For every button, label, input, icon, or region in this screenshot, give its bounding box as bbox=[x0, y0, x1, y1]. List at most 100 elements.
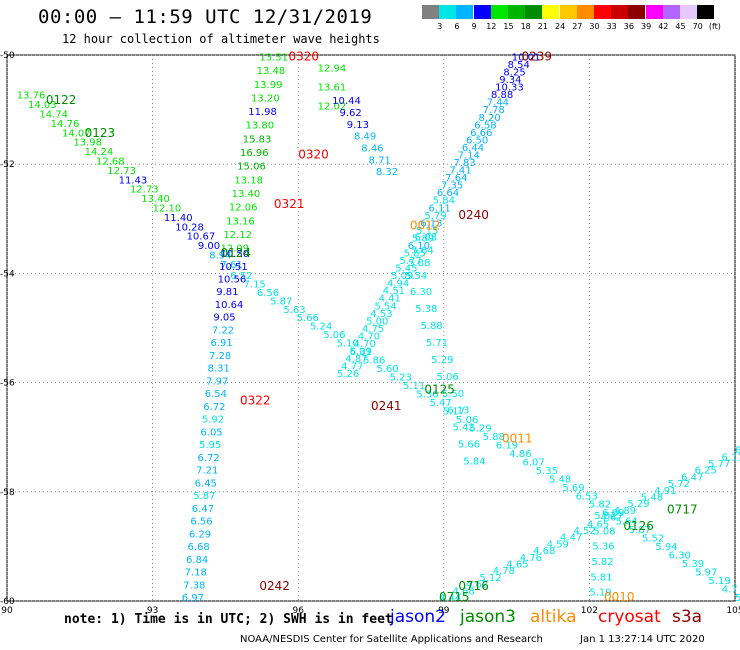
wave-height-value: 8.49 bbox=[354, 132, 376, 143]
wave-height-value: 8.31 bbox=[208, 364, 230, 375]
y-tick-label: -58 bbox=[0, 488, 15, 498]
scale-swatch bbox=[697, 5, 715, 19]
footnote: note: 1) Time is in UTC; 2) SWH is in fe… bbox=[64, 612, 393, 627]
wave-height-value: 8.32 bbox=[376, 167, 398, 178]
scale-label: 12 bbox=[486, 22, 497, 31]
scale-label: 6 bbox=[454, 22, 460, 31]
wave-height-value: 5.08 bbox=[593, 526, 615, 537]
wave-height-value: 13.18 bbox=[234, 175, 263, 186]
wave-height-value: 5.82 bbox=[594, 511, 616, 522]
wave-height-value: 14.76 bbox=[51, 119, 80, 130]
wave-height-value: 13.51 bbox=[259, 52, 288, 63]
wave-height-value: 5.50 bbox=[442, 389, 464, 400]
wave-height-value: 5.29 bbox=[627, 499, 649, 510]
wave-height-value: 11.43 bbox=[119, 175, 148, 186]
x-tick-label: 102 bbox=[581, 606, 598, 616]
x-tick-label: 96 bbox=[292, 606, 304, 616]
y-tick-label: -56 bbox=[0, 379, 15, 389]
wave-height-value: 12.10 bbox=[153, 204, 182, 215]
pass-time-label: 0322 bbox=[240, 393, 271, 407]
wave-height-value: 4.65 bbox=[587, 519, 609, 530]
wave-height-value: 5.36 bbox=[592, 542, 614, 553]
pass-time-label: 0240 bbox=[458, 208, 489, 222]
wave-height-value: 5.81 bbox=[590, 572, 612, 583]
wave-height-value: 5.29 bbox=[431, 355, 453, 366]
wave-height-value: 6.97 bbox=[182, 593, 204, 604]
wave-height-value: 13.76 bbox=[17, 91, 46, 102]
scale-swatch bbox=[576, 5, 594, 19]
wave-height-value: 8.54 bbox=[508, 60, 530, 71]
wave-height-value: 6.84 bbox=[186, 555, 208, 566]
wave-height-value: 5.60 bbox=[376, 364, 398, 375]
wave-height-value: 6.05 bbox=[200, 427, 222, 438]
wave-height-value: 6.10 bbox=[408, 241, 430, 252]
wave-height-value: 6.19 bbox=[496, 440, 518, 451]
wave-height-value: 5.12 bbox=[479, 573, 501, 584]
wave-height-value: 4.91 bbox=[654, 486, 676, 497]
wave-height-value: 7.15 bbox=[244, 279, 266, 290]
map-title: 00:00 – 11:59 UTC 12/31/2019 bbox=[38, 6, 373, 28]
wave-height-value: 5.88 bbox=[421, 321, 443, 332]
wave-height-value: 6.50 bbox=[466, 135, 488, 146]
satellite-legend-item: s3a bbox=[672, 607, 703, 627]
wave-height-value: 13.99 bbox=[254, 80, 283, 91]
wave-height-value: 6.11 bbox=[429, 203, 451, 214]
wave-height-value: 15.83 bbox=[243, 134, 272, 145]
wave-height-value: 5.66 bbox=[297, 313, 319, 324]
y-tick-label: -52 bbox=[0, 160, 15, 170]
wave-height-value: 9.81 bbox=[216, 287, 238, 298]
wave-height-value: 4.44 bbox=[439, 593, 461, 604]
wave-height-value: 5.97 bbox=[695, 568, 717, 579]
wave-height-value: 12.73 bbox=[107, 166, 136, 177]
pass-time-label: 0320 bbox=[298, 148, 329, 162]
wave-height-value: 5.87 bbox=[629, 525, 651, 536]
scale-label: (ft) bbox=[708, 22, 721, 31]
wave-height-value: 5.48 bbox=[641, 492, 663, 503]
satellite-legend-item: jason2 bbox=[390, 607, 446, 627]
wave-height-value: 5.00 bbox=[366, 316, 388, 327]
x-tick-label: 93 bbox=[147, 606, 158, 616]
wave-height-value: 13.61 bbox=[318, 82, 347, 93]
wave-height-value: 5.54 bbox=[374, 301, 396, 312]
wave-height-value: 4.53 bbox=[370, 309, 392, 320]
wave-height-value: 15.06 bbox=[237, 162, 266, 173]
wave-height-value: 7.61 bbox=[221, 260, 243, 271]
wave-height-value: 6.13 bbox=[420, 218, 442, 229]
wave-height-value: 6.52 bbox=[230, 271, 252, 282]
wave-height-value: 4.77 bbox=[341, 362, 363, 373]
scale-label: 15 bbox=[503, 22, 514, 31]
wave-height-value: 4.70 bbox=[358, 331, 380, 342]
wave-height-value: 10.67 bbox=[187, 232, 216, 243]
pass-time-label: 0126 bbox=[623, 519, 654, 533]
wave-height-value: 6.47 bbox=[192, 504, 214, 515]
wave-height-value: 7.64 bbox=[445, 173, 467, 184]
scale-label: 45 bbox=[675, 22, 686, 31]
wave-height-value: 5.66 bbox=[458, 440, 480, 451]
scale-label: 21 bbox=[537, 22, 548, 31]
satellite-legend-item: altika bbox=[530, 607, 577, 627]
y-tick-label: -50 bbox=[0, 51, 15, 61]
scale-swatch bbox=[439, 5, 457, 19]
wave-height-value: 5.64 bbox=[411, 245, 433, 256]
wave-height-value: 5.54 bbox=[405, 271, 427, 282]
pass-time-label: 0011 bbox=[502, 432, 533, 446]
wave-height-value: 6.72 bbox=[203, 402, 225, 413]
y-tick-label: -54 bbox=[0, 269, 15, 279]
wave-height-value: 6.45 bbox=[195, 478, 217, 489]
wave-height-value: 7.83 bbox=[454, 158, 476, 169]
wave-height-value: 7.44 bbox=[487, 98, 509, 109]
wave-height-value: 7.38 bbox=[183, 580, 205, 591]
scale-swatch bbox=[542, 5, 560, 19]
wave-height-value: 4.75 bbox=[362, 324, 384, 335]
wave-height-value: 5.23 bbox=[390, 373, 412, 384]
wave-height-value: 12.06 bbox=[229, 203, 258, 214]
wave-height-value: 7.78 bbox=[483, 105, 505, 116]
wave-height-value: 5.36 bbox=[416, 390, 438, 401]
pass-time-label: 0242 bbox=[259, 579, 290, 593]
wave-height-value: 5.88 bbox=[408, 258, 430, 269]
wave-height-value: 12.09 bbox=[221, 244, 250, 255]
pass-time-label: 0010 bbox=[604, 590, 635, 604]
wave-height-value: 5.52 bbox=[642, 534, 664, 545]
wave-height-value: 5.84 bbox=[433, 196, 455, 207]
